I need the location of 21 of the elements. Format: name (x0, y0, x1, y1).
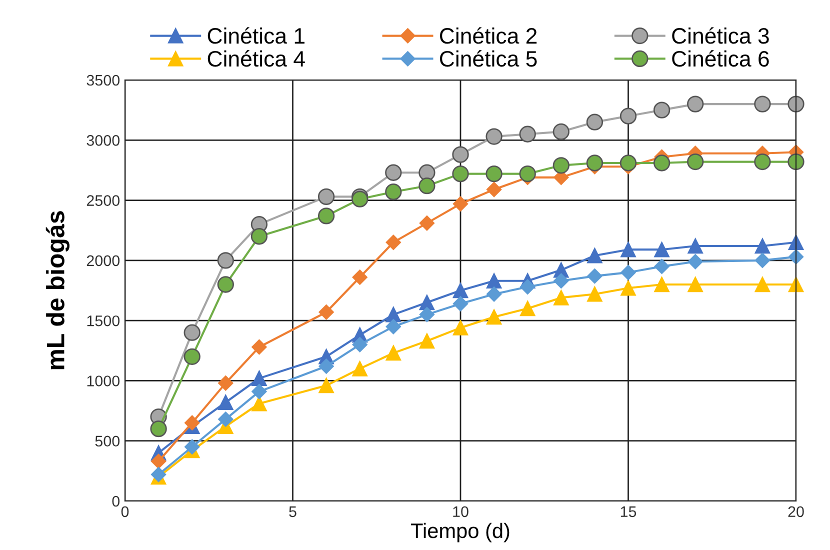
legend-label: Cinética 5 (440, 50, 537, 67)
legend-label: Cinética 6 (672, 50, 769, 67)
y-axis-title: mL de biogás (46, 211, 70, 370)
x-tick-label: 5 (289, 506, 296, 518)
x-tick-label: 15 (620, 506, 636, 518)
y-tick-label: 1000 (87, 376, 120, 386)
y-tick-label: 2000 (86, 255, 120, 266)
x-tick-label: 0 (121, 506, 129, 518)
legend-label: Cinética 4 (208, 50, 305, 67)
legend-label: Cinética 3 (672, 27, 769, 44)
y-tick-label: 2500 (86, 195, 120, 206)
legend-label: Cinética 1 (208, 27, 304, 44)
y-tick-label: 1500 (87, 315, 120, 326)
y-tick-label: 500 (95, 436, 120, 447)
y-tick-label: 3000 (86, 135, 120, 146)
x-axis-title: Tiempo (d) (411, 522, 510, 542)
x-tick-label: 20 (788, 506, 804, 518)
y-tick-label: 3500 (86, 74, 120, 86)
y-tick-label: 0 (112, 496, 120, 507)
legend-label: Cinética 2 (440, 27, 537, 44)
x-tick-label: 10 (453, 506, 468, 518)
